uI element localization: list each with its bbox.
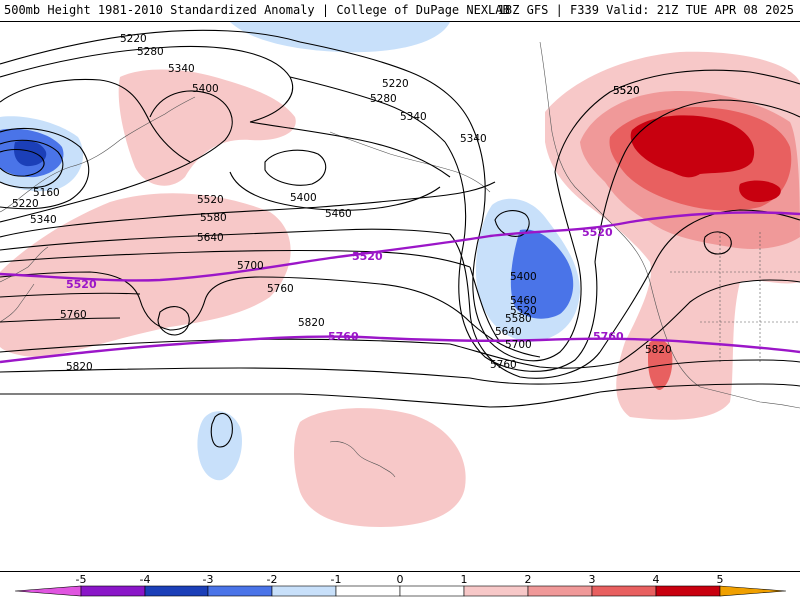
contour-label: 5760 (60, 309, 87, 321)
colorbar-swatch-pos3 (591, 585, 657, 597)
contour-label: 5820 (298, 317, 325, 329)
positive-anomaly-east-core-2 (739, 180, 781, 202)
positive-anomaly-hawaii (294, 408, 466, 527)
colorbar-tick-label: -5 (76, 573, 87, 586)
colorbar-tick-label: 2 (525, 573, 532, 586)
colorbar-swatches (14, 585, 787, 597)
negative-anomaly-nw-inner (14, 140, 47, 167)
colorbar-swatch-pos1 (463, 585, 529, 597)
map-header: 500mb Height 1981-2010 Standardized Anom… (0, 0, 800, 22)
colorbar-tick-labels: -5 -4 -3 -2 -1 0 1 2 3 4 5 (76, 573, 724, 586)
contour-label: 5820 (66, 361, 93, 373)
anomaly-map: 5220 5280 5340 5400 5160 5220 5340 5220 … (0, 22, 800, 572)
contour-label: 5520 (197, 194, 224, 206)
contour-label: 5340 (30, 214, 57, 226)
colorbar-swatch-zero-neg (335, 585, 401, 597)
contour-label-layer: 5220 5280 5340 5400 5160 5220 5340 5220 … (12, 33, 672, 373)
contour-label: 5700 (505, 339, 532, 351)
height-contours (0, 29, 800, 448)
highlight-contour-label: 5760 (328, 330, 359, 343)
colorbar-swatch-neg5 (14, 585, 82, 597)
colorbar-tick-label: 0 (397, 573, 404, 586)
colorbar-tick-label: -2 (267, 573, 278, 586)
map-title: 500mb Height 1981-2010 Standardized Anom… (4, 3, 510, 17)
contour-label: 5580 (505, 313, 532, 325)
colorbar-swatch-neg4 (80, 585, 146, 597)
contour-label: 5520 (613, 85, 640, 97)
contour-label: 5220 (12, 198, 39, 210)
colorbar-tick-label: 4 (653, 573, 660, 586)
colorbar-tick-label: -3 (203, 573, 214, 586)
highlight-contour-label: 5520 (352, 250, 383, 263)
highlight-label-layer: 5520 5520 5520 5760 5760 (66, 226, 624, 343)
contour-label: 5640 (495, 326, 522, 338)
colorbar-swatch-pos2 (527, 585, 593, 597)
positive-anomaly-west (0, 193, 291, 357)
run-info: 18Z GFS | F339 Valid: 21Z TUE APR 08 202… (497, 3, 794, 17)
colorbar-tick-label: 1 (461, 573, 468, 586)
colorbar-tick-label: -1 (331, 573, 342, 586)
contour-label: 5160 (33, 187, 60, 199)
contour-label: 5760 (267, 283, 294, 295)
negative-anomaly-south (197, 411, 242, 481)
highlight-contour-label: 5520 (582, 226, 613, 239)
contour-label: 5220 (120, 33, 147, 45)
contour-label: 5520 (613, 85, 640, 97)
contour-label: 5820 (645, 344, 672, 356)
positive-anomaly-north-central (118, 69, 296, 186)
highlight-contour-label: 5760 (593, 330, 624, 343)
negative-anomaly-north (230, 22, 450, 53)
contour-label: 5340 (168, 63, 195, 75)
colorbar-swatch-pos5 (719, 585, 787, 597)
contour-label: 5340 (460, 133, 487, 145)
positive-anomaly-east-core (630, 115, 755, 178)
contour-label: 5280 (370, 93, 397, 105)
contour-label: 5700 (237, 260, 264, 272)
contour-label: 5520 (510, 305, 537, 317)
colorbar: -5 -4 -3 -2 -1 0 1 2 3 4 5 (0, 572, 800, 600)
contour-label: 5400 (510, 271, 537, 283)
highlighted-contours (0, 211, 800, 364)
contour-label: 5460 (510, 295, 537, 307)
coastlines (0, 41, 800, 478)
colorbar-swatch-zero-pos (399, 585, 465, 597)
contour-label: 5220 (382, 78, 409, 90)
colorbar-swatch-neg2 (207, 585, 273, 597)
colorbar-swatch-neg1 (271, 585, 337, 597)
colorbar-tick-label: 3 (589, 573, 596, 586)
positive-anomaly-baja (648, 339, 673, 390)
colorbar-swatch-pos4 (655, 585, 721, 597)
colorbar-tick-label: -4 (140, 573, 151, 586)
contour-label: 5580 (200, 212, 227, 224)
colorbar-swatch-neg3 (144, 585, 209, 597)
negative-anomaly-gulf-core (510, 229, 574, 319)
contour-label: 5760 (490, 359, 517, 371)
contour-label: 5400 (290, 192, 317, 204)
contour-label: 5400 (192, 83, 219, 95)
contour-label: 5280 (137, 46, 164, 58)
contour-label: 5640 (197, 232, 224, 244)
contour-label: 5460 (325, 208, 352, 220)
highlight-contour-label: 5520 (66, 278, 97, 291)
colorbar-tick-label: 5 (717, 573, 724, 586)
contour-label: 5340 (400, 111, 427, 123)
